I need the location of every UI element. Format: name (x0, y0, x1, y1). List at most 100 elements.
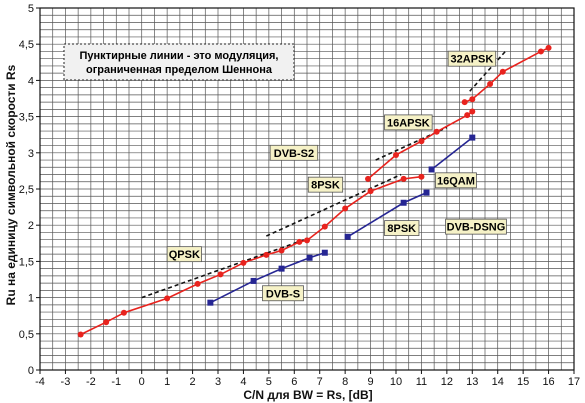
label-box (435, 172, 477, 189)
y-tick-label: 0,5 (19, 329, 34, 341)
shannon-line-8psk (265, 173, 402, 237)
data-point (164, 295, 171, 302)
data-point (304, 237, 310, 244)
x-tick-label: 4 (240, 376, 246, 388)
label-box (262, 285, 304, 302)
data-point (120, 309, 127, 316)
data-point (433, 128, 440, 135)
x-tick-label: 11 (416, 376, 427, 388)
x-tick-label: 0 (139, 376, 145, 388)
series-group (77, 44, 552, 338)
label-text: 16APSK (387, 117, 430, 129)
y-tick-label: 3 (28, 148, 34, 160)
label-box (166, 246, 202, 263)
data-point (469, 108, 476, 115)
label-dvb-dsng: DVB-DSNG (445, 218, 507, 235)
x-tick-label: 12 (441, 376, 453, 388)
data-point (365, 175, 372, 182)
data-point (278, 265, 285, 272)
label-text: 32APSK (451, 54, 494, 66)
label-text: DVB-S (266, 288, 300, 300)
data-point (461, 99, 468, 106)
label-8psk: 8PSK (307, 176, 344, 193)
data-point (400, 175, 407, 182)
label-box (447, 50, 497, 67)
data-point (428, 166, 435, 173)
series-line-0 (80, 175, 422, 336)
y-tick-label: 1 (28, 293, 34, 305)
label-dvb-s2: DVB-S2 (269, 144, 319, 161)
x-tick-label: -4 (35, 376, 45, 388)
shannon-note-line1: Пунктирные линии - это модуляция, (80, 50, 279, 62)
x-tick-label: 7 (317, 376, 323, 388)
label-32apsk: 32APSK (447, 50, 497, 67)
series-line-1 (431, 136, 473, 171)
x-tick-label: -2 (86, 376, 96, 388)
x-tick-label: -1 (111, 376, 121, 388)
data-point (545, 44, 552, 51)
label-box (384, 220, 420, 236)
x-tick-label: 1 (164, 376, 170, 388)
annotation-labels: 32APSK 16APSK DVB-S2 16QAM 8PSK 8PSK DVB-DSNG Q… (166, 50, 507, 302)
data-point (296, 238, 303, 245)
data-point (77, 331, 84, 338)
data-point (207, 299, 214, 306)
label-box (269, 144, 319, 161)
label-text: QPSK (169, 249, 200, 261)
x-tick-label: 6 (291, 376, 297, 388)
x-axis-label: C/N для BW = Rs, [dB] (243, 388, 372, 402)
y-tick-label: 2,5 (19, 184, 34, 196)
data-point (464, 112, 471, 119)
data-point (321, 249, 328, 256)
label-box (384, 114, 433, 131)
data-point (250, 277, 257, 284)
shannon-note: Пунктирные линии - это модуляция, ограни… (63, 43, 295, 81)
data-point (194, 280, 201, 287)
data-point (263, 251, 270, 258)
x-tick-label: 10 (390, 376, 402, 388)
data-point (321, 223, 328, 230)
y-tick-label: 2 (28, 220, 34, 232)
data-point (344, 233, 351, 240)
shannon-note-box (63, 43, 295, 81)
y-tick-label: 0 (28, 365, 34, 377)
data-point (423, 189, 430, 196)
label-text: 8PSK (387, 223, 416, 235)
data-point (400, 199, 407, 206)
label-box (307, 176, 344, 193)
data-point (342, 205, 349, 212)
data-point (418, 138, 425, 145)
label-16qam: 16QAM (435, 172, 477, 189)
label-text: 8PSK (311, 180, 340, 192)
data-point (393, 151, 399, 158)
data-point (217, 271, 224, 278)
label-qpsk: QPSK (166, 246, 202, 263)
label-text: DVB-DSNG (447, 222, 506, 234)
data-point (487, 81, 494, 88)
x-tick-label: 8 (342, 376, 348, 388)
x-tick-label: 5 (266, 376, 272, 388)
data-point (240, 259, 247, 266)
x-tick-label: 15 (517, 376, 529, 388)
data-point (469, 134, 476, 141)
axes: -4 -3 -2 -1 0 1 2 3 4 5 6 7 8 9 10 11 12 13 14 15 16 1700,511… (19, 3, 580, 388)
shannon-note-line2: ограниченная пределом Шеннона (86, 64, 273, 76)
x-tick-label: 9 (368, 376, 374, 388)
x-tick-label: 3 (215, 376, 221, 388)
label-text: 16QAM (437, 175, 475, 187)
label-dvb-s: DVB-S (262, 285, 304, 302)
shannon-line-32apsk (469, 50, 506, 92)
data-point (306, 254, 313, 261)
y-tick-label: 5 (28, 3, 34, 15)
data-point (418, 173, 425, 180)
data-point (499, 68, 506, 75)
y-tick-label: 4,5 (19, 39, 34, 51)
x-tick-label: -3 (61, 376, 71, 388)
x-tick-label: 13 (466, 376, 478, 388)
data-point (103, 319, 110, 326)
label-8psk: 8PSK (384, 220, 420, 236)
shannon-line-qpsk (141, 238, 305, 299)
x-tick-label: 2 (190, 376, 196, 388)
